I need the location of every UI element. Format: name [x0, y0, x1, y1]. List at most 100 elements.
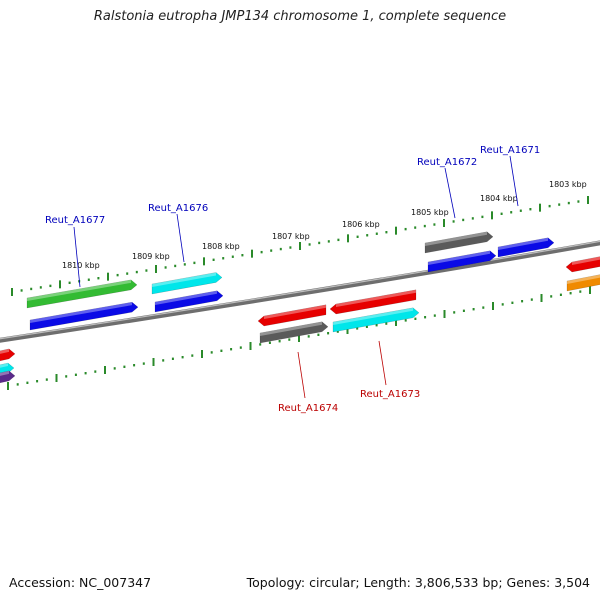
outer-scale-minor-tick — [414, 226, 417, 229]
outer-scale-minor-tick — [577, 200, 580, 203]
genome-stats-text: Topology: circular; Length: 3,806,533 bp… — [246, 575, 590, 590]
inner-scale-major-tick — [104, 366, 106, 374]
inner-scale-major-tick — [298, 334, 300, 342]
inner-scale-major-tick — [346, 326, 349, 334]
gene-label-reut-a1677[interactable]: Reut_A1677 — [45, 215, 105, 226]
inner-scale-minor-tick — [288, 338, 291, 341]
gene-cyan-2[interactable] — [332, 307, 420, 333]
map-title: Ralstonia eutropha JMP134 chromosome 1, … — [93, 9, 507, 24]
gene-reut-a1676-cyan-shine — [152, 272, 216, 287]
inner-scale — [7, 286, 591, 390]
gene-gray-1[interactable] — [259, 321, 329, 344]
outer-scale-minor-tick — [558, 203, 561, 206]
inner-scale-major-tick — [492, 302, 494, 310]
outer-scale-minor-tick — [68, 281, 71, 284]
outer-scale-minor-tick — [385, 231, 388, 234]
gene-orange-edge-right-shine — [567, 274, 600, 284]
inner-scale-minor-tick — [404, 319, 407, 322]
inner-scale-major-tick — [589, 286, 591, 294]
outer-scale-minor-tick — [356, 235, 359, 238]
gene-orange-edge-right[interactable] — [566, 274, 600, 292]
outer-scale-minor-tick — [20, 289, 23, 292]
inner-scale-major-tick — [540, 294, 543, 302]
gene-purple-edge-left[interactable] — [0, 370, 16, 385]
connector-reut-a1676 — [176, 213, 185, 263]
outer-scale-minor-tick — [193, 261, 196, 265]
outer-scale-minor-tick — [423, 224, 426, 228]
outer-scale-minor-tick — [366, 234, 369, 237]
outer-scale-minor-tick — [222, 257, 225, 260]
gene-cyan-edge-left[interactable] — [0, 362, 15, 377]
outer-scale-minor-tick — [270, 249, 273, 252]
gene-reut-a1671-blue[interactable] — [497, 237, 555, 258]
inner-scale-minor-tick — [375, 324, 378, 327]
inner-scale-major-tick — [201, 350, 203, 358]
inner-scale-minor-tick — [327, 332, 330, 335]
connector-reut-a1673 — [378, 340, 387, 386]
inner-scale-minor-tick — [259, 343, 262, 346]
gene-label-reut-a1671[interactable]: Reut_A1671 — [480, 145, 540, 156]
outer-scale-minor-tick — [49, 284, 52, 288]
outer-scale-minor-tick — [500, 212, 503, 215]
outer-scale-minor-tick — [375, 232, 378, 235]
gene-blue-1[interactable] — [29, 301, 139, 331]
gene-blue-2[interactable] — [154, 290, 224, 313]
gene-reut-a1677-green[interactable] — [26, 279, 138, 309]
outer-scale-minor-tick — [529, 208, 532, 211]
inner-scale-minor-tick — [511, 301, 514, 304]
gene-reut-a1673-red[interactable] — [329, 289, 417, 315]
gene-red-edge-right[interactable] — [565, 255, 600, 273]
gene-reut-a1676-cyan[interactable] — [151, 272, 223, 295]
kbp-label-1809: 1809 kbp — [132, 252, 170, 261]
inner-scale-minor-tick — [239, 346, 242, 349]
kbp-label-1808: 1808 kbp — [202, 242, 240, 251]
gene-cyan-2-shine — [333, 307, 413, 325]
connector-reut-a1677 — [73, 226, 81, 288]
kbp-label-1807: 1807 kbp — [272, 232, 310, 241]
gene-blue-3-shine — [428, 250, 490, 265]
inner-scale-minor-tick — [84, 372, 87, 375]
inner-scale-minor-tick — [113, 367, 116, 370]
inner-scale-minor-tick — [365, 325, 368, 328]
outer-scale-minor-tick — [241, 254, 244, 257]
outer-scale-minor-tick — [135, 270, 138, 274]
outer-scale-minor-tick — [97, 277, 100, 280]
gene-label-reut-a1673[interactable]: Reut_A1673 — [360, 389, 420, 400]
gene-red-edge-left[interactable] — [0, 348, 16, 363]
outer-scale-minor-tick — [462, 218, 465, 222]
outer-scale-minor-tick — [174, 264, 177, 268]
inner-scale-minor-tick — [230, 348, 233, 351]
gene-label-reut-a1674[interactable]: Reut_A1674 — [278, 403, 338, 414]
gene-red-edge-left-shine — [0, 348, 9, 354]
label-connectors — [73, 155, 519, 399]
outer-scale-major-tick — [251, 249, 253, 258]
gene-gray-1-shine — [260, 321, 322, 336]
gene-reut-a1674-red[interactable] — [257, 304, 327, 327]
outer-scale-minor-tick — [337, 238, 340, 242]
gene-label-reut-a1676[interactable]: Reut_A1676 — [148, 203, 208, 214]
gene-blue-3[interactable] — [427, 250, 497, 273]
inner-scale-minor-tick — [521, 300, 524, 303]
inner-scale-minor-tick — [501, 303, 504, 306]
inner-scale-major-tick — [395, 318, 397, 326]
inner-scale-minor-tick — [433, 314, 436, 317]
outer-scale-major-tick — [11, 288, 13, 296]
inner-scale-minor-tick — [210, 351, 213, 354]
outer-scale-minor-tick — [471, 217, 474, 220]
gene-label-reut-a1672[interactable]: Reut_A1672 — [417, 157, 477, 168]
outer-scale-minor-tick — [39, 286, 42, 289]
inner-scale-major-tick — [7, 382, 9, 390]
outer-scale-minor-tick — [433, 223, 436, 226]
outer-scale-minor-tick — [116, 273, 119, 277]
outer-scale-minor-tick — [212, 258, 215, 261]
connector-reut-a1672 — [444, 167, 456, 219]
inner-scale-minor-tick — [559, 293, 562, 296]
inner-scale-minor-tick — [191, 354, 194, 357]
inner-scale-minor-tick — [462, 309, 465, 312]
gene-reut-a1672-gray[interactable] — [424, 231, 494, 254]
accession-text: Accession: NC_007347 — [9, 575, 152, 590]
inner-scale-minor-tick — [16, 383, 19, 386]
inner-scale-minor-tick — [278, 340, 281, 343]
chromosome-backbone-highlight — [0, 240, 600, 340]
outer-scale-minor-tick — [260, 250, 263, 254]
